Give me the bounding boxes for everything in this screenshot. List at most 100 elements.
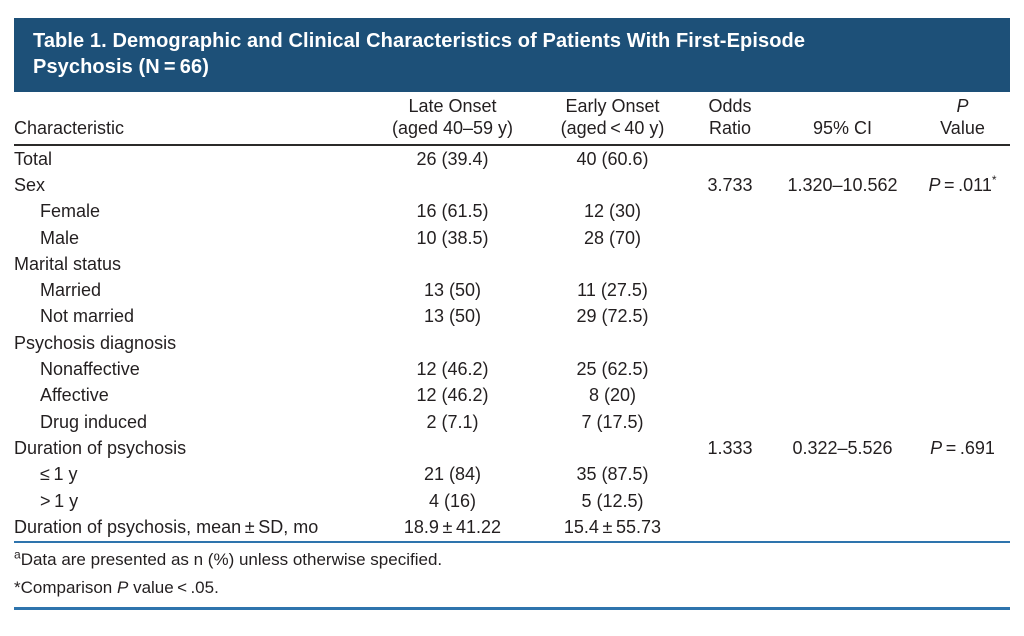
cell-95ci: [770, 356, 915, 382]
table-row: Marital status: [14, 251, 1010, 277]
p-symbol: P: [928, 174, 941, 195]
cell-late-onset: 18.9 ± 41.22: [403, 516, 502, 537]
cell-characteristic: Psychosis diagnosis: [14, 332, 177, 353]
cell-early-onset: [535, 251, 690, 277]
cell-95ci: [770, 145, 915, 172]
cell-p-value: [915, 488, 1010, 514]
cell-p-value: [915, 462, 1010, 488]
cell-late-onset: 2 (7.1): [426, 411, 479, 432]
cell-late-onset: 21 (84): [423, 464, 482, 485]
col-header-95ci: 95% CI: [770, 94, 915, 146]
cell-p-value: [915, 514, 1010, 540]
col-header-odds-ratio: Odds Ratio: [690, 94, 770, 146]
table-title-line1: Table 1. Demographic and Clinical Charac…: [33, 30, 806, 52]
cell-95ci: [770, 409, 915, 435]
cell-odds-ratio: [690, 356, 770, 382]
cell-characteristic: Married: [40, 280, 102, 301]
footnote-asterisk: *Comparison P value < .05.: [14, 577, 219, 597]
cell-odds-ratio: [690, 277, 770, 303]
col-header-characteristic: Characteristic: [14, 94, 370, 146]
cell-odds-ratio: [690, 383, 770, 409]
table-row: Duration of psychosis, mean ± SD, mo 18.…: [14, 514, 1010, 540]
cell-p-value: [915, 251, 1010, 277]
cell-late-onset: [370, 435, 535, 461]
cell-early-onset: 15.4 ± 55.73: [563, 516, 662, 537]
footnotes: aData are presented as n (%) unless othe…: [14, 543, 1010, 603]
cell-p-value: [915, 225, 1010, 251]
cell-odds-ratio: [690, 304, 770, 330]
table-row: > 1 y 4 (16) 5 (12.5): [14, 488, 1010, 514]
table-title-line2: Psychosis (N = 66): [33, 56, 209, 78]
cell-characteristic: Drug induced: [40, 411, 148, 432]
cell-early-onset: 40 (60.6): [576, 148, 649, 169]
cell-late-onset: 16 (61.5): [416, 201, 489, 222]
cell-p-value: P = .691: [915, 435, 1010, 461]
cell-p-value: [915, 304, 1010, 330]
cell-p-value: [915, 356, 1010, 382]
table-row: Female 16 (61.5) 12 (30): [14, 199, 1010, 225]
table-row: Total 26 (39.4) 40 (60.6): [14, 145, 1010, 172]
table-row: Psychosis diagnosis: [14, 330, 1010, 356]
table-row: Nonaffective 12 (46.2) 25 (62.5): [14, 356, 1010, 382]
cell-odds-ratio: [690, 488, 770, 514]
cell-95ci: [770, 383, 915, 409]
table-row: Duration of psychosis 1.333 0.322–5.526 …: [14, 435, 1010, 461]
cell-characteristic: Total: [14, 148, 53, 169]
cell-odds-ratio: [690, 330, 770, 356]
table-row: Married 13 (50) 11 (27.5): [14, 277, 1010, 303]
cell-late-onset: 10 (38.5): [416, 227, 489, 248]
cell-95ci: [770, 277, 915, 303]
cell-characteristic: Sex: [14, 174, 46, 195]
cell-p-value: [915, 277, 1010, 303]
bottom-border-rule: [14, 607, 1010, 611]
cell-characteristic: Female: [40, 201, 101, 222]
cell-odds-ratio: [690, 199, 770, 225]
cell-odds-ratio: [690, 145, 770, 172]
cell-p-value: [915, 383, 1010, 409]
footnote-a-marker: a: [14, 547, 21, 562]
cell-characteristic: Marital status: [14, 253, 122, 274]
p-asterisk: *: [991, 172, 997, 187]
table-row: Sex 3.733 1.320–10.562 P = .011*: [14, 172, 1010, 198]
p-symbol: P: [930, 437, 943, 458]
col-header-p-value: P Value: [915, 94, 1010, 146]
cell-95ci: [770, 225, 915, 251]
table-row: ≤ 1 y 21 (84) 35 (87.5): [14, 462, 1010, 488]
cell-late-onset: [370, 330, 535, 356]
cell-late-onset: 12 (46.2): [416, 359, 489, 380]
cell-characteristic: Duration of psychosis, mean ± SD, mo: [14, 516, 319, 537]
cell-95ci: [770, 330, 915, 356]
cell-p-value: [915, 199, 1010, 225]
table-1-container: Table 1. Demographic and Clinical Charac…: [14, 18, 1010, 611]
cell-characteristic: Male: [40, 227, 80, 248]
cell-odds-ratio: [690, 251, 770, 277]
column-header-row: Characteristic Late Onset (aged 40–59 y)…: [14, 94, 1010, 146]
cell-p-value: [915, 330, 1010, 356]
cell-early-onset: [535, 172, 690, 198]
cell-characteristic: Not married: [40, 306, 135, 327]
cell-early-onset: 29 (72.5): [576, 306, 649, 327]
cell-95ci: 1.320–10.562: [787, 174, 898, 195]
cell-95ci: [770, 462, 915, 488]
table-title-bar: Table 1. Demographic and Clinical Charac…: [14, 18, 1010, 92]
p-number: = .011: [940, 174, 992, 195]
cell-p-value: [915, 409, 1010, 435]
table-row: Affective 12 (46.2) 8 (20): [14, 383, 1010, 409]
cell-early-onset: 5 (12.5): [581, 490, 644, 511]
cell-late-onset: 13 (50): [423, 306, 482, 327]
cell-odds-ratio: [690, 409, 770, 435]
cell-late-onset: 4 (16): [428, 490, 477, 511]
cell-characteristic: ≤ 1 y: [40, 464, 78, 485]
cell-early-onset: 8 (20): [588, 385, 637, 406]
cell-95ci: [770, 304, 915, 330]
cell-odds-ratio: [690, 462, 770, 488]
cell-characteristic: Duration of psychosis: [14, 437, 187, 458]
cell-early-onset: 25 (62.5): [576, 359, 649, 380]
col-header-late-onset: Late Onset (aged 40–59 y): [370, 94, 535, 146]
footnote-divider-rule: [14, 541, 1010, 544]
cell-odds-ratio: [690, 514, 770, 540]
cell-early-onset: 12 (30): [583, 201, 642, 222]
table-row: Drug induced 2 (7.1) 7 (17.5): [14, 409, 1010, 435]
cell-late-onset: [370, 172, 535, 198]
cell-late-onset: 26 (39.4): [416, 148, 489, 169]
